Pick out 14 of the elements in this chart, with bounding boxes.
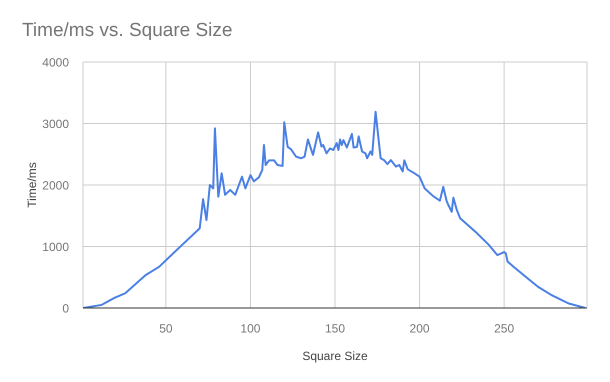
y-tick-label: 3000 xyxy=(42,116,70,131)
x-tick-label: 100 xyxy=(240,322,261,336)
x-tick-label: 50 xyxy=(159,322,173,336)
chart-title: Time/ms vs. Square Size xyxy=(22,20,232,42)
y-tick-label: 4000 xyxy=(42,55,70,70)
y-axis-title: Time/ms xyxy=(25,162,39,208)
y-tick-label: 2000 xyxy=(42,178,70,192)
x-axis-title: Square Size xyxy=(302,349,368,363)
y-tick-label: 1000 xyxy=(42,240,70,254)
y-tick-label: 0 xyxy=(62,301,70,316)
line-series xyxy=(83,110,586,308)
x-tick-label: 150 xyxy=(324,322,346,336)
x-tick-label: 200 xyxy=(410,322,430,336)
x-tick-label: 250 xyxy=(494,322,514,336)
